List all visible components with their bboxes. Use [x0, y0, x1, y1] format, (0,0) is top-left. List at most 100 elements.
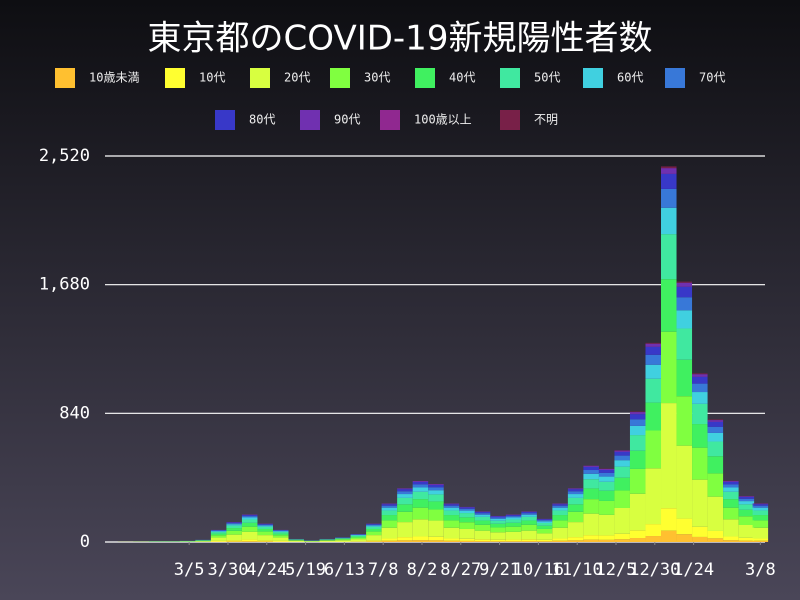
bar-segment [521, 524, 537, 531]
bar-segment [319, 540, 336, 541]
bar-segment [645, 354, 662, 365]
bar-segment [707, 456, 724, 474]
bar-segment [752, 505, 769, 508]
bar-segment [645, 524, 662, 537]
bar-segment [536, 539, 553, 542]
bar-segment [583, 513, 599, 536]
bar-segment [645, 536, 662, 542]
bar-segment [583, 539, 599, 542]
bar-segment [629, 435, 646, 451]
bar-segment [629, 412, 646, 415]
bar-segment [752, 504, 769, 506]
x-tick-label: 4/24 [246, 560, 287, 580]
bar-segment [505, 531, 522, 540]
legend-label: 60代 [617, 71, 643, 85]
bar-segment [226, 528, 242, 531]
bar-segment [583, 466, 599, 471]
bar-segment [629, 493, 646, 531]
bar-segment [397, 491, 413, 495]
bar-segment [443, 510, 460, 516]
bar-segment [350, 534, 367, 536]
bar-segment [474, 541, 491, 542]
bar-segment [661, 166, 677, 168]
bar-segment [350, 536, 367, 538]
bar-segment [752, 507, 769, 511]
bar-segment [474, 511, 491, 514]
bar-segment [676, 286, 693, 298]
bar-segment [210, 531, 227, 533]
bar-segment [521, 539, 537, 542]
bar-segment [272, 537, 289, 541]
bar-segment [474, 530, 491, 540]
bar-segment [645, 430, 662, 469]
bar-segment [210, 532, 227, 534]
bar-segment [474, 514, 491, 517]
bar-segment [676, 359, 693, 397]
legend-label: 90代 [334, 113, 360, 127]
bar-segment [676, 396, 693, 446]
bar-segment [490, 518, 506, 521]
bar-segment [241, 515, 258, 517]
bar-segment [692, 479, 708, 527]
bar-segment [428, 487, 444, 491]
bar-segment [257, 524, 273, 526]
x-tick-label: 1/24 [673, 560, 714, 580]
bar-segment [645, 342, 662, 344]
bar-segment [226, 534, 242, 541]
bar-segment [428, 536, 444, 541]
x-tick-label: 12/30 [629, 560, 680, 580]
bar-segment [583, 488, 599, 500]
bar-segment [381, 520, 398, 528]
bar-segment [536, 541, 553, 542]
bar-segment [210, 537, 227, 541]
bar-segment [272, 530, 289, 532]
bar-segment [552, 504, 568, 506]
legend-swatch [165, 68, 185, 88]
legend-swatch [55, 68, 75, 88]
bar-segment [676, 310, 693, 329]
x-tick-label: 8/2 [407, 560, 438, 580]
x-tick-label: 9/21 [479, 560, 520, 580]
legend-label: 30代 [364, 71, 390, 85]
legend-label: 10代 [199, 71, 225, 85]
bar-segment [412, 540, 429, 542]
y-tick-label: 0 [80, 532, 90, 552]
bar-segment [752, 527, 769, 539]
x-tick-label: 11/10 [552, 560, 603, 580]
bar-segment [381, 503, 398, 505]
bar-segment [692, 526, 708, 537]
bar-segment [583, 479, 599, 489]
bar-segment [241, 522, 258, 527]
bar-segment [707, 421, 724, 427]
bar-segment [226, 524, 242, 526]
bar-segment [661, 403, 677, 509]
bar-segment [505, 515, 522, 517]
bar-segment [366, 526, 382, 529]
bar-segment [443, 504, 460, 506]
bar-segment [598, 535, 615, 540]
bar-segment [645, 364, 662, 379]
bar-segment [241, 519, 258, 523]
bar-segment [490, 532, 506, 540]
bar-segment [645, 346, 662, 355]
bar-segment [676, 518, 693, 535]
x-tick-label: 3/30 [207, 560, 248, 580]
bar-segment [552, 503, 568, 505]
bar-segment [226, 541, 242, 542]
legend-swatch [330, 68, 350, 88]
bar-segment [428, 485, 444, 488]
bar-segment [723, 491, 739, 500]
bar-segment [567, 504, 584, 512]
bar-segment [707, 426, 724, 433]
bar-segment [661, 331, 677, 404]
bar-segment [459, 540, 475, 542]
bar-segment [738, 540, 755, 542]
legend-swatch [380, 110, 400, 130]
y-tick-label: 1,680 [39, 275, 90, 295]
bar-segment [614, 507, 630, 534]
bar-segment [505, 517, 522, 520]
bar-segment [583, 470, 599, 474]
bar-segment [350, 539, 367, 542]
bar-segment [552, 520, 568, 528]
bar-segment [645, 402, 662, 431]
